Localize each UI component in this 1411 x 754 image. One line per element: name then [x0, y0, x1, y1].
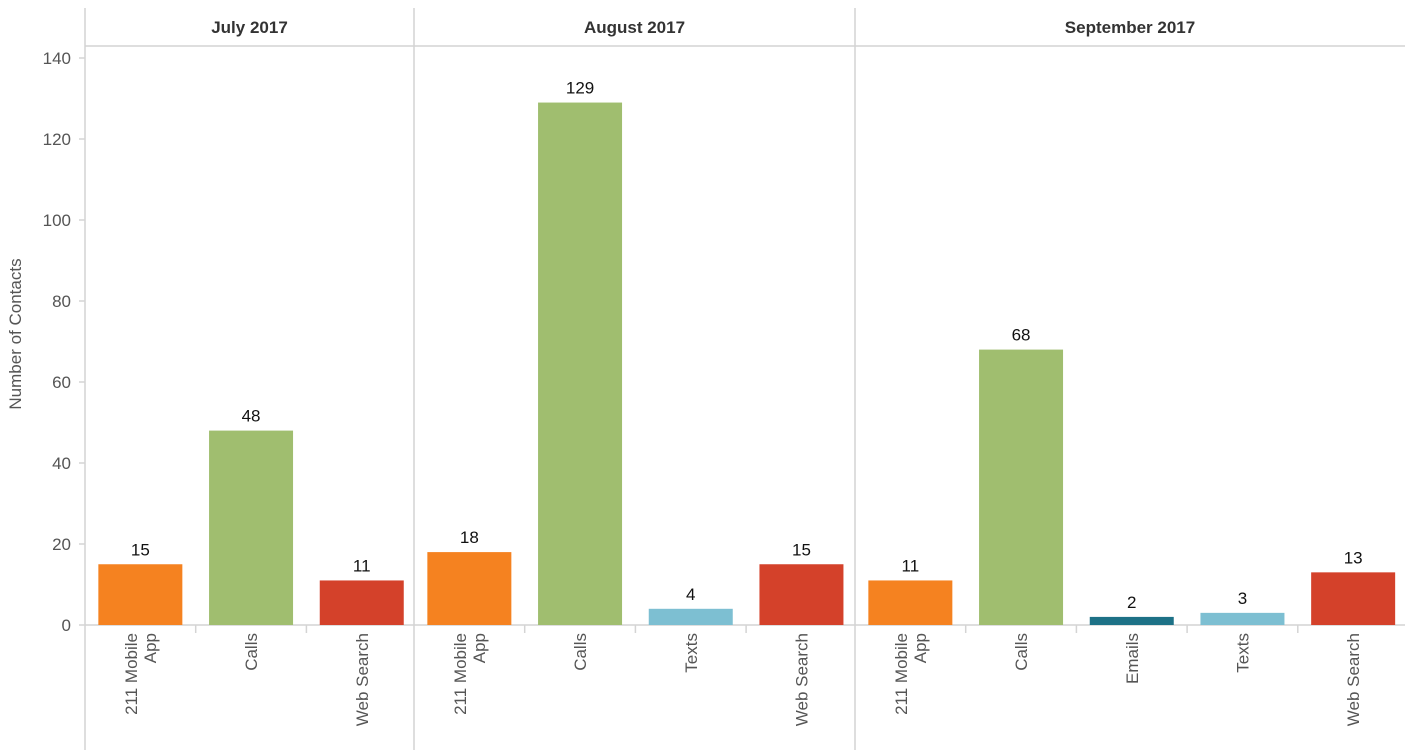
bar [538, 102, 623, 626]
y-axis-label: Number of Contacts [6, 258, 25, 409]
category-label: Web Search [353, 633, 372, 726]
category-label-line: Web Search [353, 633, 372, 726]
bar [1089, 616, 1174, 625]
panel-header: August 2017 [584, 18, 685, 37]
data-label: 3 [1238, 589, 1247, 608]
category-label-line: App [911, 633, 930, 663]
data-label: 11 [902, 556, 920, 575]
category-label: 211 MobileApp [451, 633, 489, 715]
data-label: 18 [460, 528, 479, 547]
category-label-line: App [141, 633, 160, 663]
panel-header: July 2017 [211, 18, 288, 37]
data-label: 15 [131, 540, 150, 559]
bar [1200, 612, 1285, 625]
category-label-line: 211 Mobile [892, 633, 911, 715]
y-axis: 0 20 40 60 80 100 120 140 [43, 49, 85, 635]
category-label-line: Texts [682, 633, 701, 673]
category-label-line: 211 Mobile [451, 633, 470, 715]
data-label: 2 [1127, 593, 1136, 612]
bar [98, 564, 183, 625]
category-label-line: Web Search [1344, 633, 1363, 726]
category-label: Emails [1123, 633, 1142, 684]
panel: July 2017 15 211 MobileApp 48 Calls 11 Web Sea… [98, 18, 404, 726]
category-label: 211 MobileApp [122, 633, 160, 715]
panel: September 2017 11 211 MobileApp 68 Calls 2 Ema… [868, 18, 1396, 726]
category-label-line: Calls [1012, 633, 1031, 671]
y-tick-label: 0 [62, 616, 71, 635]
category-label: Calls [571, 633, 590, 671]
y-tick-label: 40 [52, 454, 71, 473]
category-label-line: Calls [571, 633, 590, 671]
panel-header: September 2017 [1065, 18, 1195, 37]
bar [209, 430, 294, 625]
data-label: 13 [1344, 548, 1363, 567]
bar [759, 564, 844, 625]
y-tick-label: 140 [43, 49, 71, 68]
category-label-line: Emails [1123, 633, 1142, 684]
category-label-line: 211 Mobile [122, 633, 141, 715]
data-label: 4 [686, 585, 695, 604]
y-tick-label: 80 [52, 292, 71, 311]
category-label: Texts [682, 633, 701, 673]
category-label: Web Search [792, 633, 811, 726]
category-label-line: Texts [1233, 633, 1252, 673]
chart-frame [84, 8, 1405, 750]
bar [868, 580, 953, 625]
bar [1311, 572, 1396, 625]
y-tick-label: 100 [43, 211, 71, 230]
category-label: Texts [1233, 633, 1252, 673]
category-label: 211 MobileApp [892, 633, 930, 715]
bar [648, 608, 733, 625]
category-label: Calls [1012, 633, 1031, 671]
bar [319, 580, 404, 625]
category-label: Calls [242, 633, 261, 671]
y-tick-label: 60 [52, 373, 71, 392]
panel: August 2017 18 211 MobileApp 129 Calls 4 Texts… [427, 18, 844, 726]
data-label: 129 [566, 79, 594, 98]
bar [979, 349, 1064, 625]
data-label: 48 [242, 407, 261, 426]
y-tick-label: 20 [52, 535, 71, 554]
data-label: 11 [353, 556, 371, 575]
category-label-line: App [470, 633, 489, 663]
category-label: Web Search [1344, 633, 1363, 726]
data-label: 15 [792, 540, 811, 559]
bar [427, 552, 512, 625]
y-tick-label: 120 [43, 130, 71, 149]
data-label: 68 [1012, 326, 1031, 345]
category-label-line: Calls [242, 633, 261, 671]
category-label-line: Web Search [792, 633, 811, 726]
